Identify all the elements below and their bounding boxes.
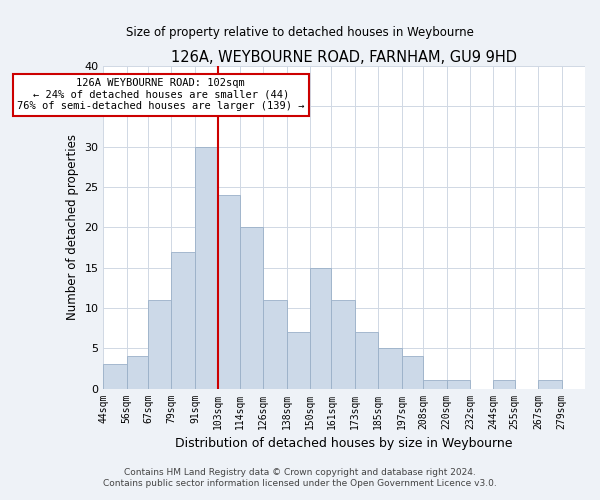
Title: 126A, WEYBOURNE ROAD, FARNHAM, GU9 9HD: 126A, WEYBOURNE ROAD, FARNHAM, GU9 9HD [171,50,517,65]
Bar [263,300,287,388]
Bar [423,380,446,388]
Bar [538,380,562,388]
Text: 126A WEYBOURNE ROAD: 102sqm
← 24% of detached houses are smaller (44)
76% of sem: 126A WEYBOURNE ROAD: 102sqm ← 24% of det… [17,78,305,112]
Bar [172,252,195,388]
Bar [378,348,401,389]
Bar [401,356,423,388]
Bar [310,268,331,388]
Bar [148,300,172,388]
Bar [355,332,378,388]
Bar [218,195,240,388]
Bar [240,228,263,388]
Y-axis label: Number of detached properties: Number of detached properties [65,134,79,320]
Bar [446,380,470,388]
Bar [195,147,218,388]
X-axis label: Distribution of detached houses by size in Weybourne: Distribution of detached houses by size … [175,437,513,450]
Bar [127,356,148,388]
Bar [493,380,515,388]
Text: Contains HM Land Registry data © Crown copyright and database right 2024.
Contai: Contains HM Land Registry data © Crown c… [103,468,497,487]
Bar [331,300,355,388]
Text: Size of property relative to detached houses in Weybourne: Size of property relative to detached ho… [126,26,474,39]
Bar [103,364,127,388]
Bar [287,332,310,388]
